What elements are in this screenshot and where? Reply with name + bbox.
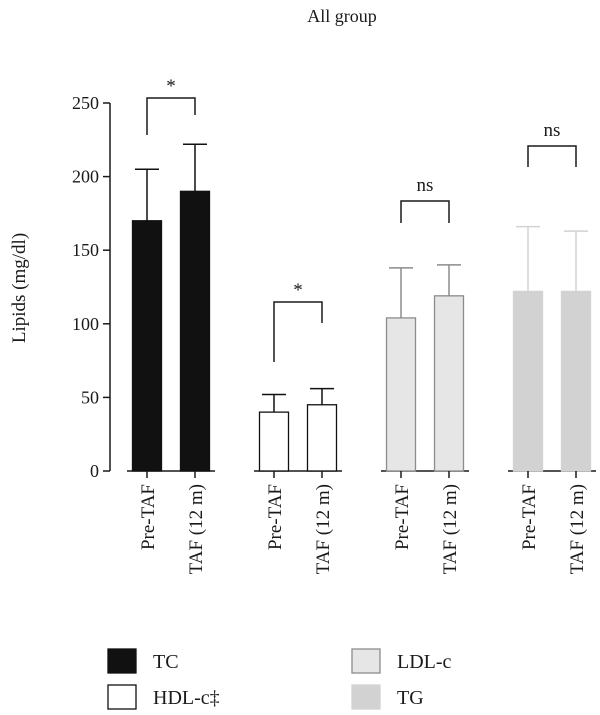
legend-label: TC <box>153 651 179 673</box>
bars <box>131 143 592 472</box>
y-tick-label: 200 <box>72 167 99 187</box>
x-tick-label: Pre-TAF <box>519 484 540 550</box>
significance-label: ns <box>544 120 561 141</box>
bar <box>385 317 417 472</box>
x-tick-label: TAF (12 m) <box>567 484 588 574</box>
legend-label: TG <box>397 687 424 709</box>
x-tick-label: Pre-TAF <box>392 484 413 550</box>
y-tick-label: 50 <box>81 387 99 407</box>
bar <box>258 411 290 472</box>
bar <box>179 190 211 472</box>
bar <box>433 295 465 472</box>
x-tick-label: Pre-TAF <box>265 484 286 550</box>
significance-annotations: * * ns ns <box>146 76 577 362</box>
legend: TC HDL-c‡ LDL-c TG <box>107 648 452 710</box>
legend-swatch <box>351 648 381 674</box>
legend-swatch <box>107 648 137 674</box>
x-tick-label: TAF (12 m) <box>440 484 461 574</box>
chart-title: All group <box>307 6 377 26</box>
bar <box>512 290 544 472</box>
significance-label: * <box>293 280 303 301</box>
y-tick-label: 100 <box>72 314 99 334</box>
significance-label: * <box>166 76 176 97</box>
y-tick-label: 150 <box>72 240 99 260</box>
significance-bracket <box>527 145 577 167</box>
bar <box>560 290 592 472</box>
x-tick-label: Pre-TAF <box>138 484 159 550</box>
significance-label: ns <box>417 175 434 196</box>
x-tick-labels: Pre-TAF TAF (12 m) Pre-TAF TAF (12 m) Pre-TA… <box>138 471 588 574</box>
y-tick-label: 250 <box>72 93 99 113</box>
significance-bracket <box>400 200 450 223</box>
significance-bracket <box>146 97 196 135</box>
x-tick-label: TAF (12 m) <box>313 484 334 574</box>
legend-label: LDL-c <box>397 651 452 673</box>
x-tick-label: TAF (12 m) <box>186 484 207 574</box>
bar <box>131 220 163 472</box>
legend-swatch <box>351 684 381 710</box>
significance-bracket <box>273 301 323 362</box>
bar <box>306 404 338 472</box>
y-axis-label: Lipids (mg/dl) <box>9 233 30 343</box>
legend-label: HDL-c‡ <box>153 687 220 709</box>
y-tick-label: 0 <box>90 461 99 481</box>
legend-swatch <box>107 684 137 710</box>
